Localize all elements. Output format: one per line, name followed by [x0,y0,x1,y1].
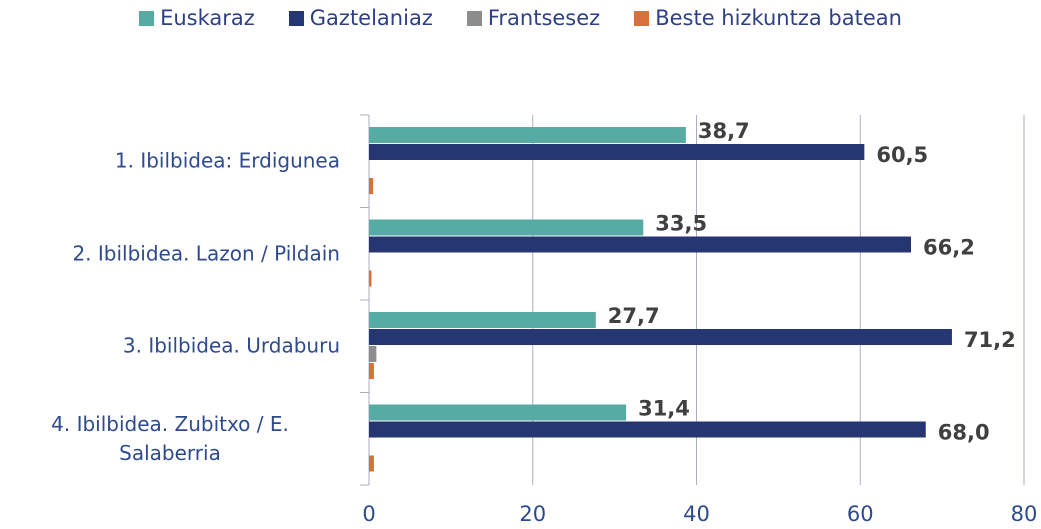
bar [369,455,374,472]
legend-label: Gaztelaniaz [309,6,433,30]
data-label: 60,5 [876,143,928,167]
bar [369,329,952,345]
bar [369,346,377,362]
bar [369,144,865,160]
legend-swatch [634,10,650,26]
bar [369,270,372,287]
bar [369,236,912,253]
legend-swatch [288,10,304,26]
legend-swatch [466,10,482,26]
y-tick-label: 4. Ibilbidea. Zubitxo / E. Salaberria [51,411,289,465]
bar [369,178,374,194]
data-label: 66,2 [923,236,975,260]
x-tick-label: 0 [362,502,375,526]
y-tick-label: 3. Ibilbidea. Urdaburu [122,333,340,358]
legend-label: Euskaraz [160,6,255,30]
x-tick-label: 40 [683,502,710,526]
legend-label: Beste hizkuntza batean [655,6,902,30]
x-tick-label: 80 [1011,502,1038,526]
x-tick-label: 60 [847,502,874,526]
data-label: 33,5 [655,212,707,236]
bar [369,219,644,236]
bar [369,127,686,143]
legend-item: Beste hizkuntza batean [634,6,902,30]
bar [369,404,627,421]
data-label: 38,7 [698,119,750,143]
legend-label: Frantsesez [487,6,601,30]
data-label: 71,2 [964,328,1016,352]
legend-item: Gaztelaniaz [288,6,433,30]
bar [369,363,374,379]
data-label: 31,4 [638,397,690,421]
data-label: 68,0 [938,421,990,445]
legend: Euskaraz Gaztelaniaz Frantsesez Beste hizku… [0,6,1041,30]
y-tick-label: 1. Ibilbidea: Erdigunea [114,148,340,173]
legend-swatch [139,10,155,26]
legend-item: Euskaraz [139,6,255,30]
bar [369,312,596,328]
legend-item: Frantsesez [466,6,601,30]
bar [369,421,926,438]
x-tick-label: 20 [519,502,546,526]
data-label: 27,7 [608,304,660,328]
y-tick-label: 2. Ibilbidea. Lazon / Pildain [72,241,340,266]
